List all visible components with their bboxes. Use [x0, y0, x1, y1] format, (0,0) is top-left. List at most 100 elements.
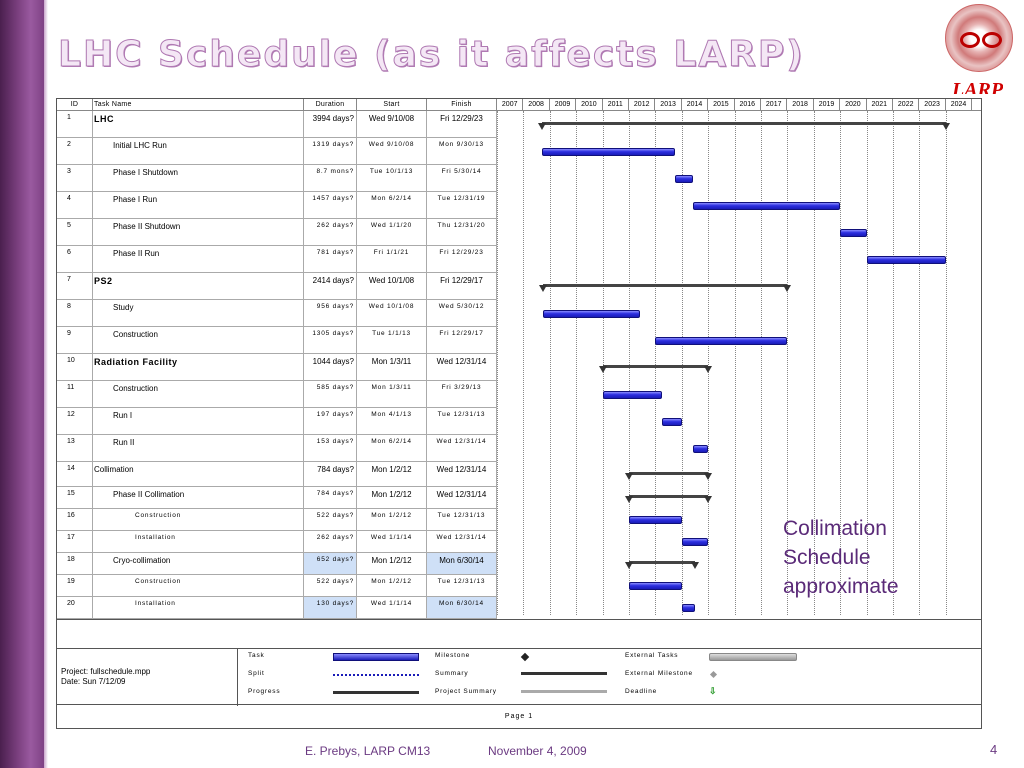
task-bar[interactable] [681, 538, 709, 546]
task-row[interactable]: 15 Phase II Collimation 784 days? Mon 1/2/1… [57, 487, 497, 509]
year-gridline [708, 111, 710, 615]
task-id: 14 [57, 462, 93, 486]
task-duration: 262 days? [304, 219, 357, 245]
year-gridline [734, 111, 736, 615]
footer-date: November 4, 2009 [488, 744, 587, 758]
summary-bar[interactable] [543, 283, 788, 287]
year-gridline [893, 111, 894, 615]
task-row[interactable]: 3 Phase I Shutdown 8.7 mons? Tue 10/1/13 Fri… [57, 165, 497, 192]
header-finish: Finish [427, 99, 497, 111]
project-date: Date: Sun 7/12/09 [61, 677, 126, 686]
task-bar[interactable] [866, 255, 946, 264]
deadline-arrow-icon: ⇩ [709, 686, 717, 696]
year-gridline [576, 111, 578, 615]
task-row[interactable]: 6 Phase II Run 781 days? Fri 1/1/21 Fri 12/2… [57, 246, 497, 273]
gantt-header: ID Task Name Duration Start Finish 2007 2… [57, 99, 981, 111]
task-id: 1 [57, 111, 93, 137]
year-2020: 2020 [840, 99, 867, 111]
task-finish: Wed 12/31/14 [427, 462, 497, 486]
task-bar[interactable] [692, 201, 841, 210]
task-bar[interactable] [681, 604, 695, 612]
task-finish: Fri 12/29/23 [427, 111, 497, 137]
footer-author: E. Prebys, LARP CM13 [305, 744, 431, 758]
task-row[interactable]: 1 LHC 3994 days? Wed 9/10/08 Fri 12/29/23 [57, 111, 497, 138]
task-row[interactable]: 19 Construction 522 days? Mon 1/2/12 Tue 12/… [57, 575, 497, 597]
task-row[interactable]: 8 Study 956 days? Wed 10/1/08 Wed 5/30/12 [57, 300, 497, 327]
task-bar[interactable] [840, 228, 867, 237]
task-finish: Wed 12/31/14 [427, 435, 497, 461]
task-bar[interactable] [629, 582, 682, 590]
task-id: 2 [57, 138, 93, 164]
slide-left-band [0, 0, 48, 768]
year-2017: 2017 [761, 99, 788, 111]
task-row[interactable]: 18 Cryo-collimation 652 days? Mon 1/2/12 Mon… [57, 553, 497, 575]
task-row[interactable]: 5 Phase II Shutdown 262 days? Wed 1/1/20 Thu… [57, 219, 497, 246]
task-bar[interactable] [629, 516, 682, 524]
task-start: Wed 9/10/08 [357, 138, 427, 164]
year-2013: 2013 [655, 99, 682, 111]
summary-bar[interactable] [602, 364, 709, 368]
task-bar[interactable] [655, 336, 788, 345]
task-row[interactable]: 14 Collimation 784 days? Mon 1/2/12 Wed 12/3… [57, 462, 497, 487]
summary-end-marker [691, 562, 699, 569]
year-2022: 2022 [893, 99, 920, 111]
task-bar[interactable] [692, 444, 709, 453]
task-row[interactable]: 16 Construction 522 days? Mon 1/2/12 Tue 12/… [57, 509, 497, 531]
summary-end-marker [704, 472, 713, 480]
task-row[interactable]: 7 PS2 2414 days? Wed 10/1/08 Fri 12/29/17 [57, 273, 497, 300]
task-row[interactable]: 13 Run II 153 days? Mon 6/2/14 Wed 12/31/14 [57, 435, 497, 462]
summary-bar[interactable] [629, 561, 695, 564]
task-id: 15 [57, 487, 93, 508]
task-finish: Tue 12/31/13 [427, 408, 497, 434]
task-row[interactable]: 17 Installation 262 days? Wed 1/1/14 Wed 12/… [57, 531, 497, 553]
task-duration: 522 days? [304, 509, 357, 530]
note-line-2: Schedule [783, 546, 871, 569]
task-bar[interactable] [543, 309, 641, 318]
slide-title: LHC Schedule (as it affects LARP) [58, 34, 805, 76]
task-finish: Mon 6/30/14 [427, 597, 497, 618]
task-name: Installation [93, 531, 304, 552]
header-start: Start [357, 99, 427, 111]
summary-bar[interactable] [629, 471, 709, 475]
task-id: 6 [57, 246, 93, 272]
task-start: Tue 10/1/13 [357, 165, 427, 191]
task-duration: 3994 days? [304, 111, 357, 137]
summary-bar[interactable] [541, 121, 946, 125]
note-line-1: Collimation [783, 517, 887, 540]
task-name: Radiation Facility [93, 354, 304, 380]
year-gridline [629, 111, 630, 615]
task-duration: 8.7 mons? [304, 165, 357, 191]
year-gridline [655, 111, 657, 615]
task-start: Wed 1/1/14 [357, 531, 427, 552]
task-bar[interactable] [662, 417, 682, 426]
year-gridline [523, 111, 525, 615]
year-gridline [761, 111, 762, 615]
task-name: Run I [93, 408, 304, 434]
summary-end-marker [625, 496, 633, 503]
task-name: Phase I Run [93, 192, 304, 218]
task-row[interactable]: 2 Initial LHC Run 1319 days? Wed 9/10/08 Mon… [57, 138, 497, 165]
task-bar[interactable] [602, 390, 662, 399]
larp-logo-text: LARP [952, 80, 1004, 94]
summary-bar[interactable] [629, 495, 709, 498]
task-row[interactable]: 20 Installation 130 days? Wed 1/1/14 Mon 6/3… [57, 597, 497, 619]
task-start: Wed 1/1/20 [357, 219, 427, 245]
task-bar[interactable] [541, 147, 676, 156]
year-2012: 2012 [629, 99, 656, 111]
legend-summary-label: Summary [435, 670, 469, 677]
task-duration: 956 days? [304, 300, 357, 326]
task-start: Mon 1/3/11 [357, 354, 427, 380]
task-id: 20 [57, 597, 93, 618]
task-row[interactable]: 12 Run I 197 days? Mon 4/1/13 Tue 12/31/13 [57, 408, 497, 435]
task-id: 4 [57, 192, 93, 218]
task-row[interactable]: 10 Radiation Facility 1044 days? Mon 1/3/11… [57, 354, 497, 381]
task-bar[interactable] [675, 174, 693, 183]
task-row[interactable]: 9 Construction 1305 days? Tue 1/1/13 Fri 12/… [57, 327, 497, 354]
summary-end-marker [539, 284, 548, 292]
task-row[interactable]: 4 Phase I Run 1457 days? Mon 6/2/14 Tue 12/3… [57, 192, 497, 219]
task-start: Wed 1/1/14 [357, 597, 427, 618]
task-name: Initial LHC Run [93, 138, 304, 164]
task-name: LHC [93, 111, 304, 137]
task-row[interactable]: 11 Construction 585 days? Mon 1/3/11 Fri 3/2… [57, 381, 497, 408]
task-id: 19 [57, 575, 93, 596]
